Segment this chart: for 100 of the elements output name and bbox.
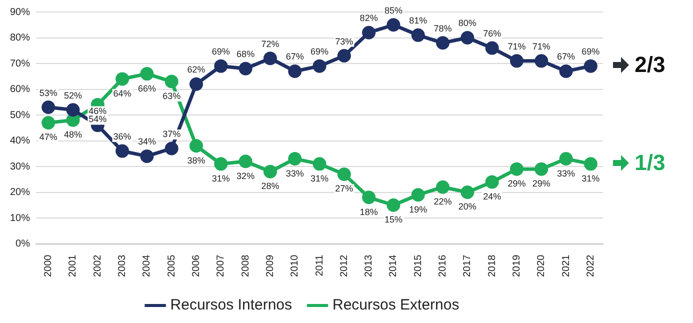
legend-label: Recursos Internos xyxy=(170,296,292,314)
point xyxy=(116,144,130,158)
y-tick-label: 20% xyxy=(10,187,30,198)
point xyxy=(263,52,277,66)
point xyxy=(534,162,548,176)
point xyxy=(116,72,130,86)
x-tick-label: 2004 xyxy=(142,254,153,278)
point xyxy=(485,175,499,189)
data-label: 63% xyxy=(162,91,181,102)
x-tick-label: 2008 xyxy=(240,254,252,278)
data-label: 15% xyxy=(384,214,402,225)
data-label: 38% xyxy=(187,155,206,166)
x-tick-label: 2020 xyxy=(536,254,548,278)
data-label: 68% xyxy=(236,49,255,60)
point xyxy=(42,116,56,130)
point xyxy=(190,139,203,153)
point xyxy=(288,152,302,166)
data-label: 62% xyxy=(187,64,206,75)
text: 1/3 xyxy=(634,150,666,176)
data-label: 20% xyxy=(458,202,476,212)
legend-label: Recursos Externos xyxy=(332,296,460,314)
point xyxy=(411,188,425,202)
point xyxy=(337,167,351,181)
data-label: 32% xyxy=(236,170,255,181)
point xyxy=(66,113,80,127)
point xyxy=(436,36,450,50)
x-tick-label: 2007 xyxy=(216,254,227,278)
data-label: 64% xyxy=(113,88,132,98)
x-tick-label: 2003 xyxy=(117,254,128,278)
data-label: 82% xyxy=(360,13,378,24)
point xyxy=(288,64,302,78)
y-tick-label: 40% xyxy=(10,136,30,146)
data-label: 37% xyxy=(162,128,181,139)
point xyxy=(510,162,524,176)
data-label: 81% xyxy=(409,16,428,26)
y-tick-label: 10% xyxy=(10,212,30,224)
data-label: 78% xyxy=(434,23,452,34)
data-label: 71% xyxy=(508,41,526,52)
x-tick-label: 2014 xyxy=(388,254,400,278)
data-label: 71% xyxy=(532,41,550,52)
point xyxy=(436,180,450,194)
y-tick-label: 80% xyxy=(10,32,30,44)
point xyxy=(190,77,203,91)
data-label: 69% xyxy=(310,46,329,57)
point xyxy=(584,59,598,73)
point xyxy=(42,100,56,114)
point xyxy=(559,64,573,78)
x-tick-label: 2001 xyxy=(68,254,79,278)
data-label: 24% xyxy=(483,191,502,202)
y-tick-label: 50% xyxy=(10,110,30,121)
data-label: 69% xyxy=(582,46,600,57)
data-label: 31% xyxy=(212,173,230,184)
data-label: 27% xyxy=(335,184,354,194)
data-label: 33% xyxy=(286,168,304,178)
data-label: 76% xyxy=(483,28,502,39)
x-tick-label: 2021 xyxy=(560,254,572,278)
data-label: 29% xyxy=(508,178,526,189)
data-label: 28% xyxy=(261,181,280,192)
data-label: 47% xyxy=(39,132,58,142)
data-label: 85% xyxy=(384,5,402,16)
point xyxy=(140,67,154,81)
point xyxy=(386,198,400,212)
data-label: 54% xyxy=(88,114,107,124)
data-label: 34% xyxy=(138,136,156,147)
y-tick-label: 90% xyxy=(10,6,30,18)
x-tick-label: 2019 xyxy=(511,254,522,278)
data-label: 29% xyxy=(532,178,550,189)
data-label: 73% xyxy=(335,36,354,46)
point xyxy=(66,103,80,117)
x-tick-label: 2002 xyxy=(92,254,104,278)
x-tick-label: 2018 xyxy=(486,254,498,278)
point xyxy=(164,74,178,88)
point xyxy=(460,186,474,200)
data-label: 80% xyxy=(458,18,476,28)
point xyxy=(337,49,351,63)
data-label: 48% xyxy=(64,130,82,140)
point xyxy=(534,54,548,68)
point xyxy=(263,164,277,178)
point xyxy=(214,157,228,171)
point xyxy=(312,59,326,73)
point xyxy=(312,157,326,171)
data-label: 72% xyxy=(261,38,280,49)
point xyxy=(460,31,474,44)
x-tick-label: 2005 xyxy=(166,254,178,278)
data-label: 69% xyxy=(212,46,230,57)
x-tick-label: 2022 xyxy=(585,254,596,278)
x-tick-label: 2013 xyxy=(364,254,375,278)
data-label: 19% xyxy=(409,204,428,214)
x-tick-label: 2012 xyxy=(338,254,350,278)
x-tick-label: 2016 xyxy=(438,254,449,278)
point xyxy=(485,41,499,55)
point xyxy=(238,154,252,168)
data-label: 33% xyxy=(557,168,576,178)
point xyxy=(559,152,573,166)
x-tick-label: 2000 xyxy=(43,254,54,278)
data-label: 52% xyxy=(64,90,82,100)
data-label: 67% xyxy=(557,52,576,62)
point xyxy=(164,142,178,156)
text: 2/3 xyxy=(634,52,666,78)
point xyxy=(510,54,524,68)
